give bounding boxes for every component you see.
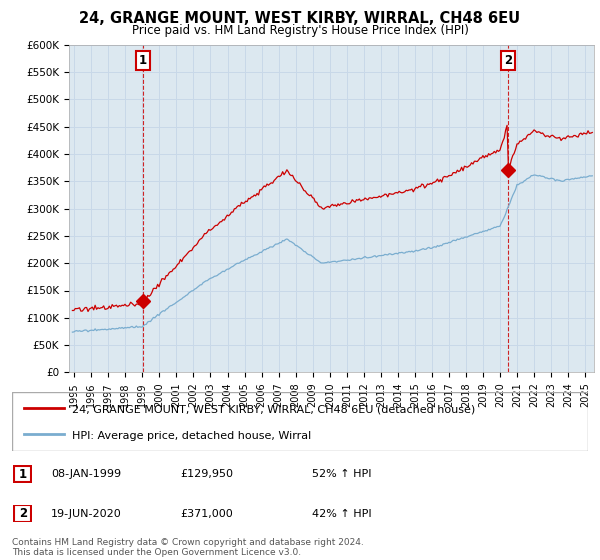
Text: Contains HM Land Registry data © Crown copyright and database right 2024.
This d: Contains HM Land Registry data © Crown c… (12, 538, 364, 557)
Text: 19-JUN-2020: 19-JUN-2020 (51, 508, 122, 519)
Text: 24, GRANGE MOUNT, WEST KIRBY, WIRRAL, CH48 6EU: 24, GRANGE MOUNT, WEST KIRBY, WIRRAL, CH… (79, 11, 521, 26)
Text: HPI: Average price, detached house, Wirral: HPI: Average price, detached house, Wirr… (73, 431, 312, 441)
Text: 2: 2 (19, 507, 27, 520)
Text: 2: 2 (504, 54, 512, 67)
Text: £129,950: £129,950 (180, 469, 233, 479)
Text: 1: 1 (139, 54, 147, 67)
Text: 52% ↑ HPI: 52% ↑ HPI (312, 469, 371, 479)
Text: Price paid vs. HM Land Registry's House Price Index (HPI): Price paid vs. HM Land Registry's House … (131, 24, 469, 36)
Text: £371,000: £371,000 (180, 508, 233, 519)
Text: 1: 1 (19, 468, 27, 481)
Text: 24, GRANGE MOUNT, WEST KIRBY, WIRRAL, CH48 6EU (detached house): 24, GRANGE MOUNT, WEST KIRBY, WIRRAL, CH… (73, 405, 476, 414)
Text: 08-JAN-1999: 08-JAN-1999 (51, 469, 121, 479)
Text: 42% ↑ HPI: 42% ↑ HPI (312, 508, 371, 519)
